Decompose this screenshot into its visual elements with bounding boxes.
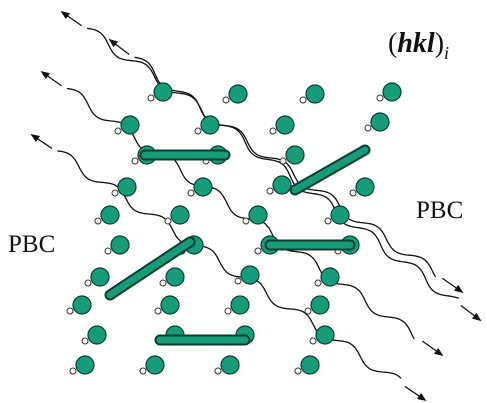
arrow — [442, 278, 462, 292]
molecule — [241, 266, 259, 284]
plane-label: (hkl)i — [388, 28, 449, 63]
molecule — [146, 356, 164, 374]
molecule — [201, 116, 219, 134]
bond — [295, 150, 365, 190]
molecule — [76, 356, 94, 374]
molecule — [286, 146, 304, 164]
molecule — [276, 116, 294, 134]
hydrophilic-head — [140, 368, 146, 374]
hydrophilic-head — [235, 278, 241, 284]
molecule — [161, 296, 179, 314]
pbc-left: PBC — [8, 231, 55, 258]
hydrophilic-head — [350, 190, 356, 196]
hydrophilic-head — [270, 128, 276, 134]
molecule — [88, 326, 106, 344]
molecule — [356, 178, 374, 196]
hydrophilic-head — [223, 97, 229, 103]
molecule — [194, 178, 212, 196]
molecule — [371, 113, 389, 131]
hydrophilic-head — [195, 128, 201, 134]
molecule — [383, 83, 401, 101]
molecule — [249, 206, 267, 224]
hydrophilic-head — [295, 368, 301, 374]
hydrophilic-head — [155, 308, 161, 314]
molecule — [306, 85, 324, 103]
hydrophilic-head — [225, 308, 231, 314]
hydrophilic-head — [243, 218, 249, 224]
molecule — [316, 326, 334, 344]
hydrophilic-head — [280, 158, 286, 164]
molecule — [331, 206, 349, 224]
arrow — [422, 341, 442, 355]
hydrophilic-head — [365, 125, 371, 131]
paren: ) — [435, 28, 444, 59]
hydrophilic-head — [300, 97, 306, 103]
hydrophilic-head — [85, 280, 91, 286]
molecule — [221, 356, 239, 374]
hydrophilic-head — [160, 280, 166, 286]
hydrophilic-head — [165, 218, 171, 224]
arrow — [32, 135, 52, 148]
diagram: (hkl)i PBC PBC — [0, 0, 487, 403]
arrow — [405, 387, 425, 400]
subscript: i — [444, 43, 449, 63]
hydrophilic-head — [305, 308, 311, 314]
hydrophilic-head — [67, 308, 73, 314]
hydrophilic-head — [148, 95, 154, 101]
hydrophilic-head — [132, 158, 138, 164]
hydrophilic-head — [82, 338, 88, 344]
molecule — [91, 268, 109, 286]
molecule — [171, 206, 189, 224]
arrow — [42, 72, 62, 86]
molecule — [311, 296, 329, 314]
hydrophilic-head — [105, 248, 111, 254]
molecule — [231, 296, 249, 314]
molecule — [111, 236, 129, 254]
molecule — [301, 356, 319, 374]
hydrophilic-head — [70, 368, 76, 374]
molecule — [118, 178, 136, 196]
hydrophilic-head — [115, 128, 121, 134]
hydrophilic-head — [255, 248, 261, 254]
molecule — [121, 116, 139, 134]
hydrophilic-head — [325, 218, 331, 224]
hydrophilic-head — [95, 218, 101, 224]
arrow — [461, 306, 480, 320]
hydrophilic-head — [112, 190, 118, 196]
hydrophilic-head — [267, 188, 273, 194]
pbc-right: PBC — [416, 197, 463, 224]
hydrophilic-head — [315, 280, 321, 286]
hydrophilic-head — [188, 190, 194, 196]
molecule — [229, 85, 247, 103]
molecule — [101, 206, 119, 224]
molecule — [73, 296, 91, 314]
molecule — [321, 268, 339, 286]
molecule — [154, 83, 172, 101]
molecule — [273, 176, 291, 194]
hydrophilic-head — [215, 368, 221, 374]
paren: ( — [388, 28, 397, 59]
hydrophilic-head — [310, 338, 316, 344]
miller-indices: hkl — [397, 28, 435, 59]
molecule — [166, 268, 184, 286]
arrow — [62, 12, 82, 26]
hydrophilic-head — [377, 95, 383, 101]
